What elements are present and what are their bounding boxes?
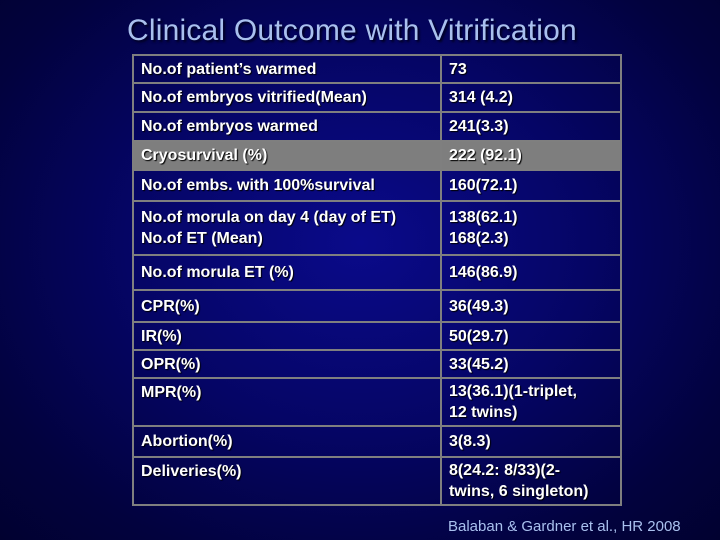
row-value-double: 13(36.1)(1-triplet, 12 twins) <box>439 377 623 427</box>
row-value: 36(49.3) <box>439 289 623 323</box>
row-label: No.of embs. with 100%survival <box>132 169 442 202</box>
row-label: OPR(%) <box>132 349 442 379</box>
table-row: IR(%) 50(29.7) <box>132 321 623 351</box>
citation-footer: Balaban & Gardner et al., HR 2008 <box>448 518 681 535</box>
row-label-line: No.of morula on day 4 (day of ET) <box>141 209 397 226</box>
title-area: Clinical Outcome with Vitrification <box>0 0 720 60</box>
row-value: 3(8.3) <box>439 425 623 458</box>
slide-title: Clinical Outcome with Vitrification <box>127 14 577 47</box>
table-row: Deliveries(%) 8(24.2: 8/33)(2- twins, 6 … <box>132 456 623 506</box>
row-value-line: 168(2.3) <box>448 230 509 247</box>
row-value: 73 <box>439 54 623 84</box>
table-row-highlighted: Cryosurvival (%) 222 (92.1) <box>132 140 623 171</box>
row-value: 50(29.7) <box>439 321 623 351</box>
row-label: MPR(%) <box>132 377 442 427</box>
row-value-line: twins, 6 singleton) <box>448 483 589 500</box>
row-value: 33(45.2) <box>439 349 623 379</box>
row-label: Abortion(%) <box>132 425 442 458</box>
table-row: OPR(%) 33(45.2) <box>132 349 623 379</box>
row-label: CPR(%) <box>132 289 442 323</box>
table-row: No.of morula on day 4 (day of ET) No.of … <box>132 200 623 256</box>
row-value-double: 138(62.1) 168(2.3) <box>439 200 623 256</box>
outcome-table: No.of patient’s warmed 73 No.of embryos … <box>132 54 623 506</box>
row-value-line: 12 twins) <box>448 404 518 421</box>
row-value: 241(3.3) <box>439 111 623 142</box>
table-row: No.of embryos vitrified(Mean) 314 (4.2) <box>132 82 623 113</box>
row-label: Cryosurvival (%) <box>132 140 442 171</box>
table-row: No.of patient’s warmed 73 <box>132 54 623 84</box>
row-label: IR(%) <box>132 321 442 351</box>
row-label: No.of embryos warmed <box>132 111 442 142</box>
row-label-double: No.of morula on day 4 (day of ET) No.of … <box>132 200 442 256</box>
row-value-line: 13(36.1)(1-triplet, <box>448 383 577 400</box>
table-row: CPR(%) 36(49.3) <box>132 289 623 323</box>
row-value: 314 (4.2) <box>439 82 623 113</box>
row-value: 146(86.9) <box>439 254 623 291</box>
row-label-line: No.of ET (Mean) <box>141 230 263 247</box>
row-label: No.of patient’s warmed <box>132 54 442 84</box>
row-label: No.of morula ET (%) <box>132 254 442 291</box>
table-row: MPR(%) 13(36.1)(1-triplet, 12 twins) <box>132 377 623 427</box>
table-row: No.of embs. with 100%survival 160(72.1) <box>132 169 623 202</box>
table-row: Abortion(%) 3(8.3) <box>132 425 623 458</box>
row-value-line: 8(24.2: 8/33)(2- <box>448 462 561 479</box>
row-value: 160(72.1) <box>439 169 623 202</box>
row-value-line: 138(62.1) <box>448 209 518 226</box>
row-label: No.of embryos vitrified(Mean) <box>132 82 442 113</box>
row-value-double: 8(24.2: 8/33)(2- twins, 6 singleton) <box>439 456 623 506</box>
row-value: 222 (92.1) <box>439 140 623 171</box>
table-row: No.of morula ET (%) 146(86.9) <box>132 254 623 291</box>
row-label: Deliveries(%) <box>132 456 442 506</box>
table-row: No.of embryos warmed 241(3.3) <box>132 111 623 142</box>
